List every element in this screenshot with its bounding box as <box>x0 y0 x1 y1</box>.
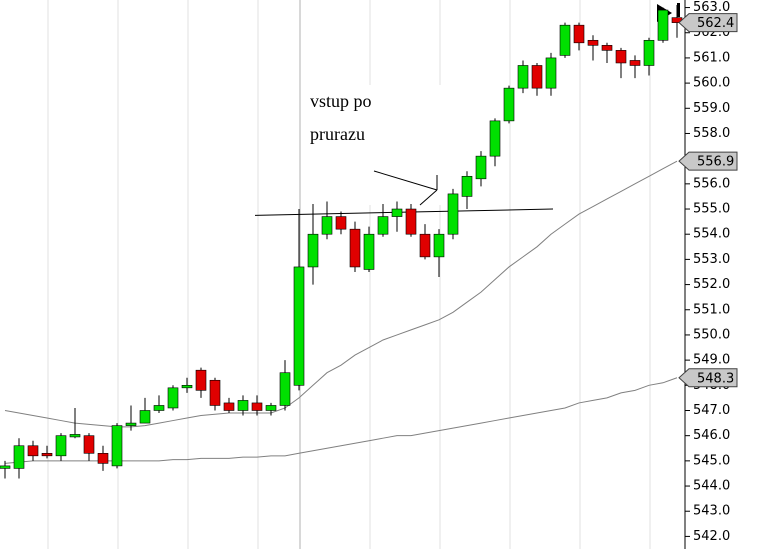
candle-body <box>111 425 123 467</box>
candle-body <box>601 45 613 51</box>
y-tick-label: 546.0 <box>693 428 730 443</box>
candle-body <box>377 216 389 235</box>
candle-body <box>307 233 319 268</box>
candle-body <box>433 233 445 258</box>
candle-body <box>405 208 417 235</box>
candle-body <box>615 50 627 64</box>
candle-body <box>321 216 333 235</box>
candle-body <box>643 39 655 66</box>
candle-body <box>125 422 137 426</box>
candle-body <box>265 405 277 411</box>
candle-body <box>419 233 431 258</box>
moving-average <box>4 377 678 464</box>
y-tick-label: 547.0 <box>693 403 730 418</box>
arrow-head <box>419 189 438 206</box>
candle-body <box>153 405 165 411</box>
y-tick-label: 551.0 <box>693 302 730 317</box>
candle-body <box>13 445 25 469</box>
candle-body <box>629 60 641 66</box>
y-tick-label: 543.0 <box>693 504 730 519</box>
y-tick-label: 542.0 <box>693 529 730 544</box>
y-tick-label: 558.0 <box>693 126 730 141</box>
price-tag-label: 548.3 <box>697 371 734 386</box>
candle-body <box>517 65 529 89</box>
candle-body <box>0 465 11 469</box>
price-tag <box>678 13 738 33</box>
candle-body <box>237 400 249 411</box>
y-tick-label: 559.0 <box>693 101 730 116</box>
price-tag <box>678 151 738 171</box>
candle-body <box>139 410 151 424</box>
candle-body <box>69 434 81 438</box>
candle-body <box>55 435 67 457</box>
candle-body <box>545 57 557 89</box>
candle-body <box>195 369 207 391</box>
y-tick-label: 563.0 <box>693 0 730 15</box>
candle-body <box>461 175 473 197</box>
candle-body <box>503 87 515 122</box>
y-tick-label: 552.0 <box>693 277 730 292</box>
y-tick-label: 545.0 <box>693 453 730 468</box>
marker-icon <box>677 3 680 17</box>
arrow <box>373 170 438 206</box>
candle-body <box>83 435 95 454</box>
candle-body <box>489 120 501 157</box>
price-tag <box>678 368 738 388</box>
y-tick-label: 550.0 <box>693 327 730 342</box>
candle-body <box>475 155 487 180</box>
level-line <box>254 208 554 216</box>
candle-body <box>573 24 585 44</box>
candle-body <box>335 216 347 230</box>
candle-body <box>587 39 599 46</box>
candle-body <box>209 379 221 406</box>
y-tick-label: 555.0 <box>693 202 730 217</box>
candle-body <box>223 402 235 411</box>
y-tick-label: 554.0 <box>693 227 730 242</box>
candle-body <box>293 266 305 386</box>
annotation-box <box>308 85 447 205</box>
candle-body <box>97 453 109 464</box>
candle-body <box>349 228 361 268</box>
candle-body <box>41 453 53 457</box>
annotation-text: prurazu <box>310 124 365 144</box>
y-tick-label: 561.0 <box>693 50 730 65</box>
price-tag-label: 562.4 <box>697 16 734 31</box>
candle-body <box>167 387 179 409</box>
y-tick-label: 549.0 <box>693 353 730 368</box>
arrow-line <box>373 170 438 191</box>
candle-body <box>391 208 403 217</box>
candle-body <box>27 445 39 457</box>
candle-body <box>447 193 459 235</box>
candle-body <box>657 9 669 41</box>
candle-body <box>251 402 263 411</box>
y-tick-label: 556.0 <box>693 176 730 191</box>
annotation-text: vstup po <box>310 91 372 111</box>
candle-body <box>363 233 375 270</box>
y-tick-label: 544.0 <box>693 479 730 494</box>
v-grid <box>47 0 651 549</box>
candle-body <box>531 65 543 89</box>
candle-body <box>279 372 291 406</box>
price-tag-label: 556.9 <box>697 155 734 170</box>
y-tick-label: 553.0 <box>693 252 730 267</box>
y-tick-label: 560.0 <box>693 76 730 91</box>
candle-body <box>181 385 193 389</box>
candle-body <box>559 24 571 56</box>
